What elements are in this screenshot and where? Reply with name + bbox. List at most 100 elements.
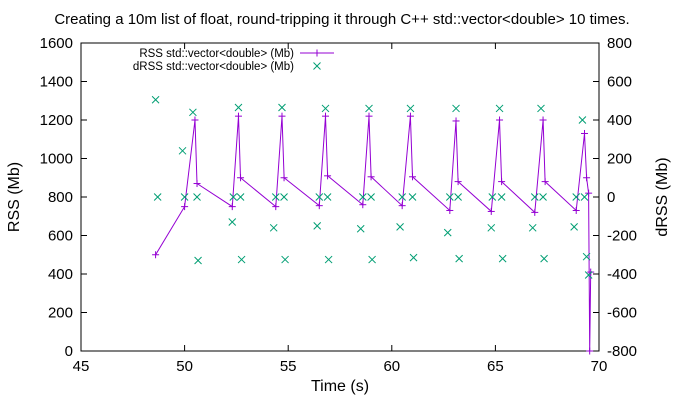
legend-label-drss: dRSS std::vector<double> (Mb) — [133, 61, 294, 73]
x-tick-label: 70 — [591, 358, 608, 375]
y-tick-label: 1400 — [40, 74, 73, 91]
drss-point — [398, 193, 407, 201]
drss-point — [193, 193, 201, 201]
rss-point — [191, 116, 199, 124]
x-tick-label: 50 — [176, 358, 193, 375]
rss-point — [452, 117, 460, 125]
drss-point — [406, 104, 415, 113]
drss-point — [194, 256, 202, 265]
legend-label-rss: RSS std::vector<double> (Mb) — [139, 48, 294, 60]
rss-point — [315, 202, 323, 210]
y2-tick-label: 600 — [607, 74, 632, 91]
drss-point — [278, 103, 286, 112]
drss-point — [237, 255, 246, 264]
drss-point — [530, 193, 539, 201]
drss-point — [358, 193, 367, 201]
y-tick-label: 200 — [48, 305, 73, 322]
rss-point — [152, 251, 160, 259]
rss-point — [181, 203, 189, 211]
drss-point — [356, 224, 365, 233]
drss-point — [321, 104, 330, 113]
drss-point — [280, 193, 288, 201]
drss-point — [151, 95, 160, 104]
rss-point — [531, 208, 539, 216]
rss-point — [496, 116, 504, 124]
drss-point — [178, 146, 187, 155]
drss-point — [180, 193, 189, 201]
y2-tick-label: -400 — [607, 266, 637, 283]
plot-area-border — [80, 42, 600, 352]
rss-point — [539, 116, 547, 124]
drss-point — [396, 222, 404, 231]
drss-point — [452, 104, 460, 113]
x-tick-label: 65 — [487, 358, 504, 375]
axis-ticks — [80, 42, 600, 352]
y-tick-label: 0 — [65, 343, 73, 360]
rss-line — [155, 116, 592, 352]
drss-point — [537, 104, 545, 113]
tick-labels: 45 50 55 60 65 70 0 200 400 600 800 1000 1200 1400 160… — [40, 35, 637, 375]
drss-point — [540, 254, 548, 263]
rss-point — [324, 172, 332, 180]
x-tick-label: 45 — [73, 358, 90, 375]
drss-point — [488, 193, 497, 201]
x-axis-label: Time (s) — [311, 378, 369, 395]
y-axis-label: RSS (Mb) — [6, 162, 23, 232]
rss-point — [234, 112, 242, 120]
y-tick-label: 400 — [48, 266, 73, 283]
rss-point — [237, 174, 245, 182]
rss-point — [280, 174, 288, 182]
y2-tick-label: 0 — [607, 189, 615, 206]
legend-marker-drss — [313, 62, 321, 70]
rss-point — [498, 178, 506, 186]
drss-point — [271, 193, 280, 201]
rss-point — [454, 178, 462, 186]
y2-tick-label: -800 — [607, 343, 637, 360]
drss-point — [324, 255, 333, 264]
y2-tick-label: 800 — [607, 35, 632, 52]
legend: RSS std::vector<double> (Mb) dRSS std::v… — [133, 48, 334, 73]
rss-point — [398, 202, 406, 210]
drss-point — [269, 223, 278, 232]
rss-point — [272, 203, 280, 211]
rss-point — [585, 189, 593, 197]
rss-series — [152, 112, 595, 355]
drss-point — [368, 255, 376, 264]
drss-point — [323, 193, 332, 201]
rss-point — [406, 112, 414, 120]
drss-point — [153, 193, 162, 201]
drss-point — [539, 193, 547, 201]
x-tick-label: 60 — [383, 358, 400, 375]
drss-point — [572, 193, 581, 201]
drss-point — [281, 255, 289, 264]
rss-point — [541, 178, 549, 186]
chart-title: Creating a 10m list of float, round-trip… — [54, 11, 629, 28]
y2-tick-label: 200 — [607, 151, 632, 168]
rss-point — [487, 207, 495, 215]
drss-point — [584, 271, 593, 279]
drss-point — [409, 253, 418, 262]
rss-point — [586, 347, 594, 355]
drss-point — [315, 193, 324, 201]
rss-point — [367, 173, 375, 181]
drss-point — [528, 223, 537, 232]
y2-axis-label: dRSS (Mb) — [654, 157, 671, 236]
drss-point — [445, 193, 454, 201]
rss-point — [365, 112, 373, 120]
drss-point — [367, 193, 375, 201]
drss-point — [228, 218, 237, 226]
rss-point — [409, 173, 417, 181]
drss-point — [313, 222, 322, 230]
rss-point — [359, 201, 367, 209]
drss-point — [497, 193, 506, 201]
rss-point — [228, 203, 236, 211]
drss-point — [408, 193, 417, 201]
rss-point — [321, 112, 329, 120]
drss-series — [151, 95, 593, 279]
drss-point — [495, 104, 504, 113]
y-tick-label: 1000 — [40, 151, 73, 168]
legend-marker-rss — [313, 49, 321, 57]
drss-point — [578, 116, 587, 124]
y-tick-label: 1200 — [40, 112, 73, 129]
drss-point — [189, 108, 197, 117]
